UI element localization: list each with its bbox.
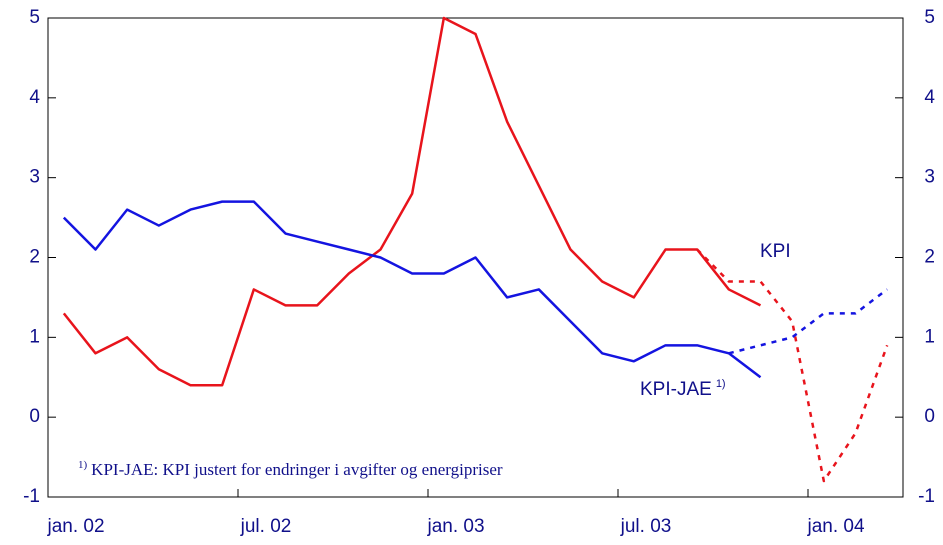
y-tick-label: 3 bbox=[29, 167, 40, 188]
footnote-text: KPI-JAE: KPI justert for endringer i avg… bbox=[91, 460, 503, 479]
series-line bbox=[62, 200, 762, 379]
x-tick-label: jan. 03 bbox=[426, 516, 484, 537]
footnote-mark: 1) bbox=[78, 459, 88, 471]
x-tick-label: jan. 04 bbox=[806, 516, 864, 537]
forecast-line bbox=[696, 248, 889, 483]
x-tick-label: jul. 02 bbox=[240, 516, 292, 537]
y-tick-label: 5 bbox=[29, 7, 40, 28]
series-label-text: KPI-JAE bbox=[640, 379, 712, 400]
series-label: KPI-JAE 1) bbox=[640, 378, 726, 400]
y2-tick-label: 4 bbox=[924, 87, 935, 108]
x-tick-label: jan. 02 bbox=[46, 516, 104, 537]
y2-tick-label: 5 bbox=[924, 7, 935, 28]
y-tick-label: -1 bbox=[23, 486, 40, 507]
series-label: KPI bbox=[760, 241, 791, 262]
x-tick-label: jul. 03 bbox=[620, 516, 672, 537]
y-tick-label: 0 bbox=[29, 406, 40, 427]
y-tick-label: 4 bbox=[29, 87, 40, 108]
series-line bbox=[62, 16, 762, 387]
y2-tick-label: -1 bbox=[918, 486, 935, 507]
y2-tick-label: 1 bbox=[924, 326, 935, 347]
y-tick-label: 1 bbox=[29, 326, 40, 347]
forecast-line bbox=[728, 288, 888, 355]
footnote: 1) KPI-JAE: KPI justert for endringer i a… bbox=[78, 459, 503, 479]
y-tick-label: 2 bbox=[29, 247, 40, 268]
y2-tick-label: 2 bbox=[924, 247, 935, 268]
y2-tick-label: 0 bbox=[924, 406, 935, 427]
y2-tick-label: 3 bbox=[924, 167, 935, 188]
series-note: 1) bbox=[716, 378, 726, 390]
